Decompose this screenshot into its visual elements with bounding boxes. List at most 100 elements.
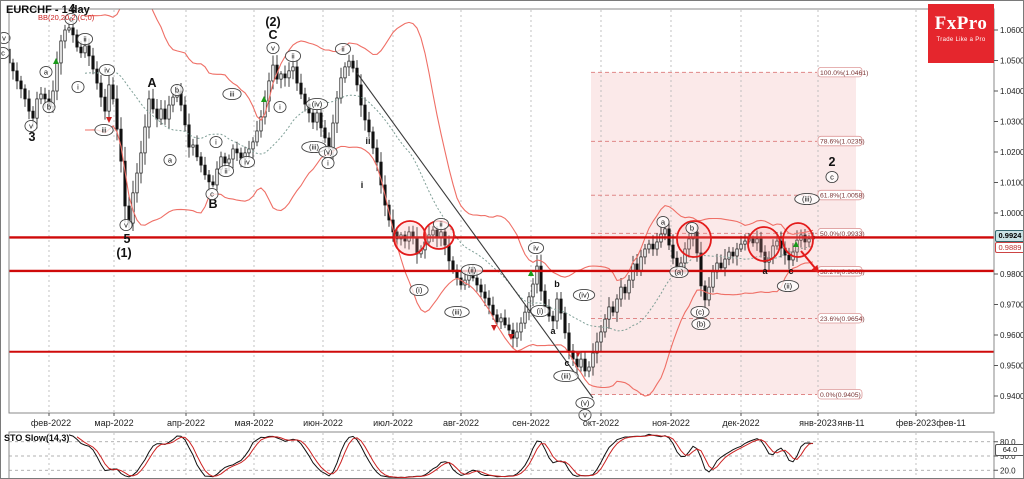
wave-label-circled: v xyxy=(271,44,275,53)
candle-body xyxy=(303,93,307,105)
price-tick-label: 0.9600 xyxy=(1000,331,1024,340)
candle-body xyxy=(207,174,211,183)
wave-label-circled: iii xyxy=(230,90,235,99)
sell-marker-icon xyxy=(491,325,497,331)
analysis-circle xyxy=(676,220,712,258)
bollinger-middle xyxy=(84,71,814,332)
date-label[interactable]: дек-2022 xyxy=(722,418,759,428)
wave-label-circled: a xyxy=(168,156,173,165)
trendline xyxy=(356,72,594,399)
candle-body xyxy=(71,27,75,36)
candle-body xyxy=(395,231,399,240)
wave-label-oval xyxy=(266,41,280,55)
wave-label-circled: v xyxy=(2,34,6,43)
date-label[interactable]: апр-2022 xyxy=(167,418,205,428)
date-label[interactable]: фев-2023 xyxy=(896,418,936,428)
fib-label-box xyxy=(817,313,863,324)
bollinger-upper xyxy=(84,9,814,282)
buy-marker-icon xyxy=(528,270,534,276)
date-label[interactable]: июл-2022 xyxy=(373,418,413,428)
candle-body xyxy=(183,104,187,126)
candle-body xyxy=(627,279,631,294)
candle-body xyxy=(15,70,19,82)
wave-label-oval xyxy=(575,396,595,410)
candle-body xyxy=(487,297,491,306)
candle-body xyxy=(59,40,63,64)
wave-label-circled: v xyxy=(29,122,33,131)
bollinger-lower xyxy=(85,125,814,397)
candle-body xyxy=(647,243,651,250)
fib-label-box xyxy=(817,389,863,400)
candle-body xyxy=(239,152,243,159)
candle-body xyxy=(595,341,599,354)
candle-body xyxy=(271,64,275,82)
price-tick-label: 1.0200 xyxy=(1000,148,1024,157)
date-label[interactable]: мар-2022 xyxy=(94,418,133,428)
candle-body xyxy=(643,248,647,258)
wave-label-oval xyxy=(794,192,820,206)
analysis-circles xyxy=(393,220,819,273)
candle-body xyxy=(447,244,451,262)
sell-marker-icon xyxy=(508,334,514,340)
candle-body xyxy=(195,144,199,158)
date-label[interactable]: сен-2022 xyxy=(512,418,550,428)
candle-body xyxy=(143,126,147,154)
candle-body xyxy=(235,148,239,154)
wave-label-circled: c xyxy=(1,49,5,58)
wave-label-circled: ii xyxy=(224,167,228,176)
date-label[interactable]: фев-2022 xyxy=(31,418,71,428)
wave-label-oval xyxy=(334,42,352,56)
sell-marker-icon xyxy=(575,351,581,357)
candle-body xyxy=(79,46,83,54)
candle-body xyxy=(187,124,191,148)
candle-body xyxy=(739,243,743,250)
wave-label-oval xyxy=(273,100,287,114)
date-label[interactable]: янв-11 xyxy=(838,418,865,428)
wave-label-circled: v xyxy=(583,411,587,420)
wave-label-oval xyxy=(222,87,242,101)
candle-body xyxy=(315,112,319,123)
wave-label-circled: (ii) xyxy=(784,282,793,291)
candle-body xyxy=(215,168,219,186)
candle-body xyxy=(587,366,591,372)
candle-body xyxy=(39,93,43,100)
wave-label-oval xyxy=(238,155,256,169)
sto-plot-border xyxy=(8,431,995,478)
signal-markers xyxy=(53,58,799,357)
candle-body xyxy=(367,119,371,133)
date-label[interactable]: июн-2022 xyxy=(303,418,343,428)
sto-tick-label: 80.0 xyxy=(1000,438,1016,447)
buy-marker-icon xyxy=(261,96,267,102)
wave-label-circled: (v) xyxy=(324,148,333,157)
wave-label-oval xyxy=(1,31,11,45)
wave-label-oval xyxy=(553,369,579,383)
candle-body xyxy=(23,88,27,100)
date-label[interactable]: авг-2022 xyxy=(443,418,479,428)
fib-label-text: 61.8%(1.0058) xyxy=(820,193,865,200)
wave-label-oval xyxy=(76,32,94,46)
candle-body xyxy=(343,66,347,79)
date-label[interactable]: ноя-2022 xyxy=(652,418,690,428)
wave-label-circled: iv xyxy=(104,66,110,75)
wave-label-oval xyxy=(776,279,800,293)
date-label[interactable]: мая-2022 xyxy=(234,418,273,428)
fib-label-box xyxy=(817,135,863,147)
date-label[interactable]: янв-2023 xyxy=(799,418,837,428)
candle-body xyxy=(251,141,255,150)
candle-body xyxy=(507,324,511,331)
candle-body xyxy=(287,70,291,79)
wave-label-oval xyxy=(530,304,550,318)
candle-body xyxy=(671,244,675,259)
candle-body xyxy=(531,283,535,298)
wave-label-oval xyxy=(305,97,329,111)
candle-body xyxy=(695,231,699,254)
date-label[interactable]: окт-2022 xyxy=(583,418,619,428)
candle-body xyxy=(27,98,31,112)
wave-label: c xyxy=(564,358,569,368)
candle-body xyxy=(523,311,527,324)
candle-body xyxy=(579,358,583,368)
date-label[interactable]: фев-11 xyxy=(936,418,966,428)
candle-body xyxy=(495,314,499,323)
